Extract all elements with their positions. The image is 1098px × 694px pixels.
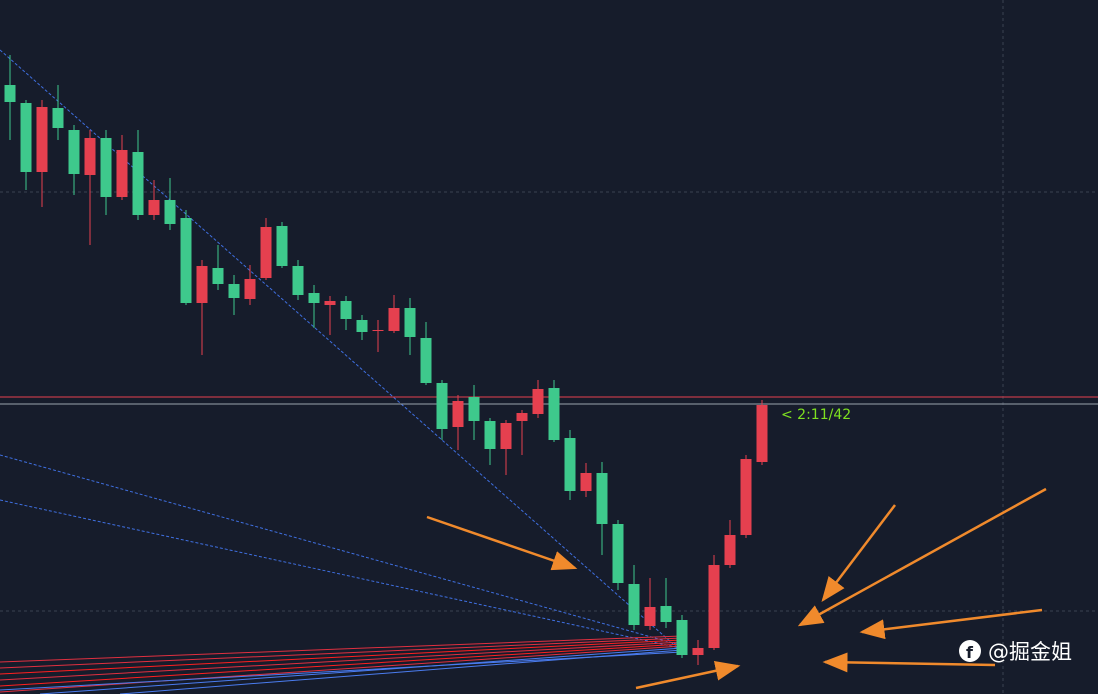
candle-body	[596, 473, 608, 524]
candle-body	[308, 293, 320, 303]
candle-body	[180, 218, 192, 303]
candle-body	[372, 330, 384, 331]
candle-body	[244, 279, 256, 299]
candle-body	[4, 85, 16, 102]
candle-body	[612, 524, 624, 583]
candle-body	[548, 388, 560, 440]
candle-body	[84, 138, 96, 175]
plot	[0, 55, 1098, 665]
trend-lines	[0, 49, 681, 651]
arrows	[426, 487, 1047, 690]
fan-lines	[0, 635, 683, 694]
candle-body	[436, 383, 448, 429]
candle-body	[564, 438, 576, 491]
candle-body	[100, 138, 112, 197]
candle-body	[148, 200, 160, 215]
svg-text:f: f	[966, 643, 974, 662]
candle-body	[276, 226, 288, 266]
candle-body	[692, 648, 704, 655]
candle-body	[660, 606, 672, 622]
candle-body	[740, 459, 752, 535]
candle-body	[212, 268, 224, 284]
candle-body	[516, 413, 528, 421]
candle-body	[724, 535, 736, 565]
candle-body	[404, 308, 416, 337]
candle-body	[644, 607, 656, 626]
candle-body	[484, 421, 496, 449]
candle-body	[532, 389, 544, 414]
candle-body	[68, 130, 80, 174]
candle-body	[52, 108, 64, 128]
candle-body	[388, 308, 400, 331]
annotation: < 2:11/42	[781, 407, 851, 423]
candle-body	[116, 150, 128, 197]
watermark-icon: f	[959, 640, 981, 662]
candle-body	[324, 301, 336, 305]
candle-body	[580, 473, 592, 491]
candle-body	[500, 423, 512, 449]
candle-body	[260, 227, 272, 278]
candle-body	[164, 200, 176, 224]
candle-body	[132, 152, 144, 215]
candle-body	[756, 405, 768, 462]
candle-body	[468, 397, 480, 421]
candle-body	[340, 301, 352, 319]
candle-body	[708, 565, 720, 648]
candle-body	[196, 266, 208, 303]
candle-body	[420, 338, 432, 383]
candle-body	[36, 107, 48, 172]
candle-body	[356, 320, 368, 332]
candle-body	[20, 103, 32, 172]
watermark: @掘金姐	[988, 640, 1072, 664]
candle-body	[228, 284, 240, 298]
candle-body	[676, 620, 688, 655]
candle-body	[452, 401, 464, 427]
candle-body	[628, 584, 640, 625]
candle-body	[292, 266, 304, 295]
